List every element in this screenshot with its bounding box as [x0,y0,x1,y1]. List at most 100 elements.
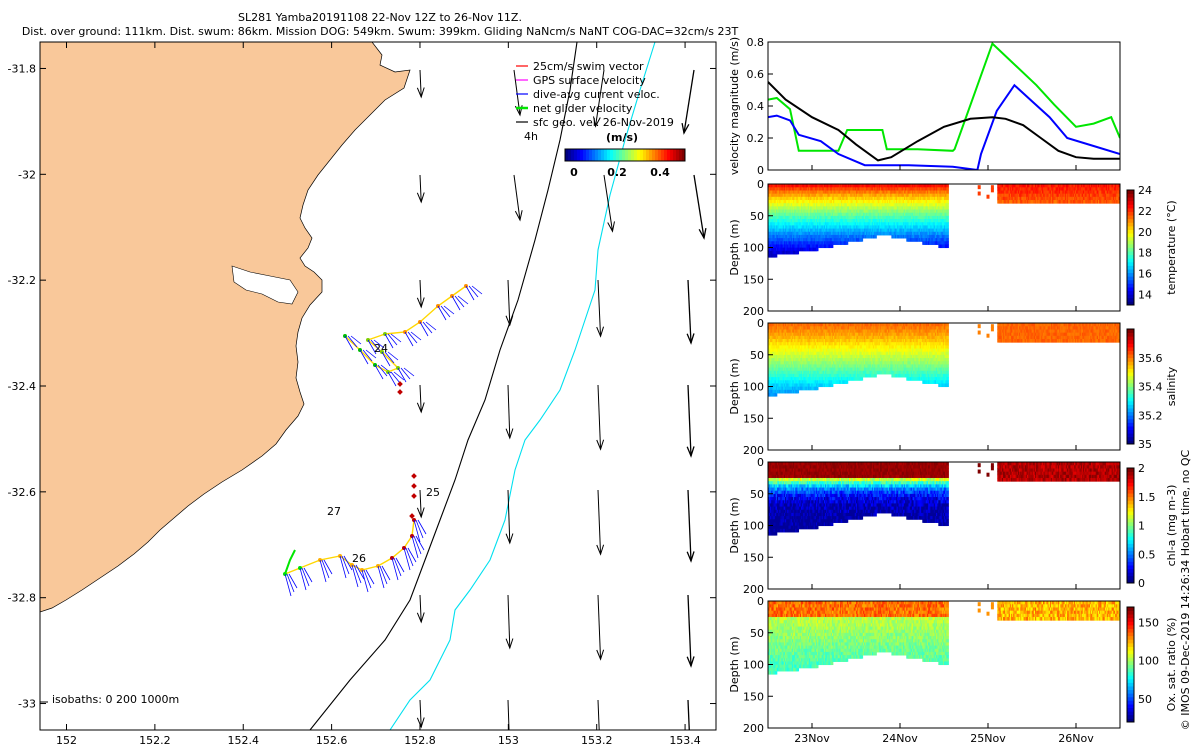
current-vector [365,569,375,585]
velocity-vector [505,279,514,327]
section-colorbar-cell [1127,254,1134,259]
current-vector [422,321,433,334]
section-colorbar-cell [1127,258,1134,263]
section-colorbar-cell [1127,290,1134,295]
section-cell [946,190,949,195]
section-colorbar-tick: 20 [1138,226,1152,239]
current-vector [390,333,402,343]
map-ytick-label: -33 [18,698,36,711]
current-vector [465,285,475,301]
velocity-vector [507,699,510,730]
velocity-ytick-label: 0.4 [747,100,765,113]
current-vector [443,305,455,315]
velocity-vector [686,594,695,668]
map-ytick-label: -32 [18,168,36,181]
section-colorbar-cell [1127,229,1134,234]
current-vector [379,565,388,585]
current-vector [451,295,461,311]
section-cell [990,185,994,190]
current-vector [344,335,354,351]
current-vector [387,371,397,387]
velocity-series-line [768,81,1120,162]
legend-sfc-geo-velocity: sfc geo. vel. 26-Nov-2019 [533,116,674,129]
map-colorbar-cell [652,149,656,161]
section-ytick-label: 0 [757,178,764,191]
map-colorbar-cell [643,149,647,161]
day-label-25: 25 [426,486,440,499]
current-vector [384,351,395,364]
section-colorbar-cell [1127,272,1134,277]
current-vector [425,321,437,331]
velocity-vector [513,174,523,222]
map-ytick-label: -32.4 [8,380,36,393]
section-cell [977,185,981,190]
map-colorbar-cell [658,149,662,161]
map-colorbar-cell [592,149,596,161]
map-colorbar-tick: 0.4 [650,166,670,179]
section-cell [946,222,949,226]
section-colorbar-cell [1127,218,1134,223]
section-colorbar-cell [1127,233,1134,238]
section-cell [1118,193,1120,198]
map-ytick-label: -32.6 [8,486,36,499]
current-vector [301,567,310,587]
section-colorbar-cell [1127,247,1134,252]
velocity-vector [593,69,605,128]
section-cell [1118,190,1120,195]
velocity-vector [681,69,695,135]
velocity-vector [505,384,514,440]
velocity-vector [686,384,695,458]
chart-title: SL281 Yamba20191108 22-Nov 12Z to 26-Nov… [238,11,522,24]
current-vector [413,519,421,543]
day-label-24: 24 [374,342,388,355]
map-colorbar-cell [565,149,569,161]
section-cell [946,199,949,204]
map-colorbar-cell [586,149,590,161]
current-vector [411,535,419,559]
red-marker [411,493,417,499]
map-colorbar-cell [634,149,638,161]
current-vector [387,351,399,361]
section-cell [946,215,949,220]
current-vector [397,367,407,383]
section-cell [946,244,949,249]
map-xtick-label: 152.8 [404,734,436,747]
map-colorbar: 0 0.2 0.4 [564,148,686,179]
map-xtick-label: 152 [56,734,77,747]
red-marker [397,389,403,395]
current-vector [341,555,350,575]
current-vector [284,573,292,597]
section-colorbar-cell [1127,283,1134,288]
section-cell [946,203,949,207]
map-colorbar-cell [679,149,683,161]
map-colorbar-cell [676,149,680,161]
section-colorbar-tick: 22 [1138,205,1152,218]
map-xtick-label: 153.2 [581,734,613,747]
section-cell [946,234,949,239]
current-vector [417,519,427,535]
map-colorbar-cell [583,149,587,161]
chart-subtitle: Dist. over ground: 111km. Dist. swum: 86… [21,25,739,38]
section-cell [1118,196,1120,201]
current-vector [319,559,327,583]
section-cell [774,253,778,258]
current-vector [413,535,422,555]
map-colorbar-cell [667,149,671,161]
section-cell [796,389,800,394]
section-plot [768,184,1120,258]
velocity-vector [416,594,425,624]
section-colorbar-cell [1127,222,1134,227]
velocity-ylabel: velocity magnitude (m/s) [728,37,741,175]
section-colorbar-cell [1127,294,1134,299]
map-colorbar-cell [619,149,623,161]
section-cell [946,225,949,229]
map-colorbar-cell [595,149,599,161]
section-cell [1118,187,1120,191]
current-vector [393,371,405,381]
current-vector [339,555,347,579]
map-colorbar-cell [673,149,677,161]
section-plot [768,323,1120,397]
section-cell [946,187,949,191]
